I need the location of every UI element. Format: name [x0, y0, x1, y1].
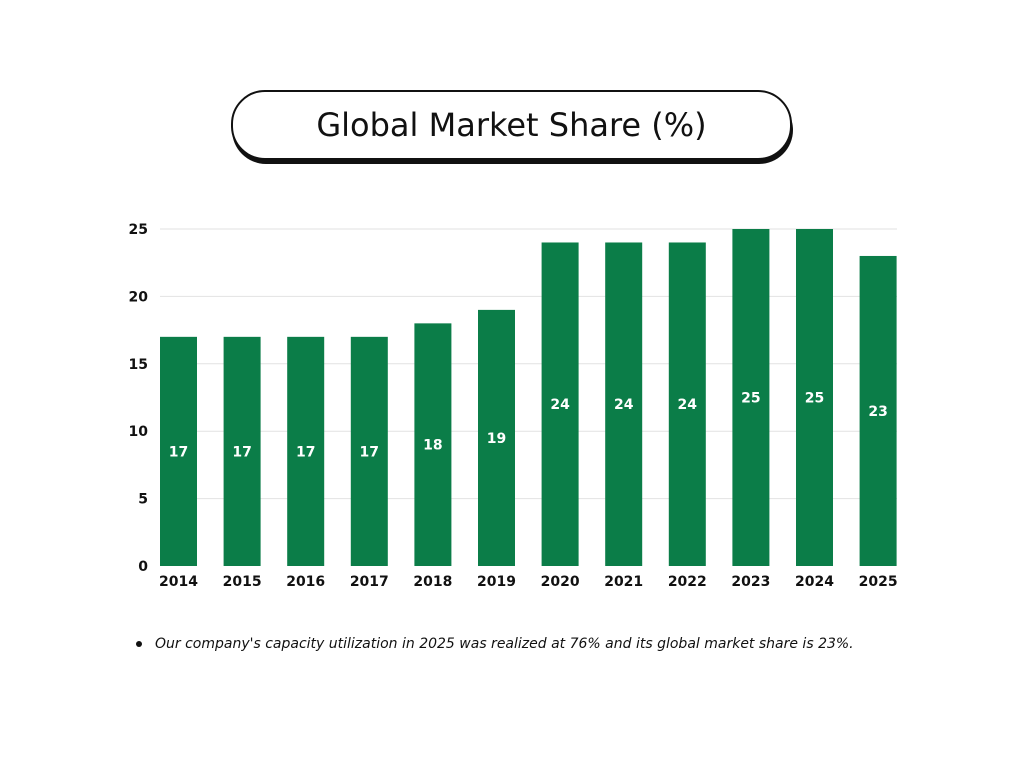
- data-label: 23: [868, 404, 887, 420]
- bar-2019: [478, 309, 515, 566]
- data-label: 18: [423, 438, 442, 454]
- x-tick-label: 2017: [350, 574, 389, 590]
- data-label: 17: [360, 444, 379, 460]
- x-tick-label: 2019: [477, 574, 516, 590]
- bullet-icon: [136, 641, 142, 647]
- x-tick-label: 2022: [668, 574, 707, 590]
- gridlines: [160, 228, 897, 500]
- bar-2014: [160, 336, 197, 566]
- x-axis-ticks: 2014 2015 2016 2017 2018 2019 2020 2021 2022 2023…: [159, 574, 898, 590]
- data-label: 19: [487, 431, 506, 447]
- title-pill: Global Market Share (%): [231, 90, 792, 160]
- bar-2022: [668, 242, 706, 567]
- bar-2020: [541, 242, 579, 567]
- y-tick-label: 0: [138, 559, 148, 575]
- data-label: 17: [296, 444, 315, 460]
- x-tick-label: 2015: [223, 574, 262, 590]
- x-tick-label: 2024: [795, 574, 834, 590]
- data-label: 25: [805, 391, 824, 407]
- bar-2023: [732, 229, 770, 566]
- y-tick-label: 10: [129, 424, 149, 440]
- x-tick-label: 2016: [286, 574, 325, 590]
- data-label: 24: [678, 397, 698, 413]
- data-label: 24: [614, 397, 634, 413]
- bars: [160, 229, 897, 567]
- data-label: 17: [169, 444, 188, 460]
- chart-title: Global Market Share (%): [316, 106, 707, 144]
- x-tick-label: 2020: [541, 574, 580, 590]
- bar-2021: [605, 242, 643, 567]
- y-tick-label: 25: [129, 222, 148, 238]
- x-tick-label: 2025: [859, 574, 898, 590]
- y-tick-label: 15: [129, 357, 148, 373]
- bar-2025: [859, 255, 897, 566]
- footnote: Our company's capacity utilization in 20…: [136, 636, 854, 652]
- data-label: 17: [232, 444, 251, 460]
- bar-2017: [350, 336, 388, 566]
- bar-2018: [414, 323, 452, 566]
- x-tick-label: 2018: [413, 574, 452, 590]
- footnote-text: Our company's capacity utilization in 20…: [155, 636, 854, 652]
- x-tick-label: 2023: [731, 574, 770, 590]
- data-label: 24: [550, 397, 570, 413]
- bar-2024: [796, 229, 833, 566]
- data-labels: 17 17 17 17 18 19 24 24 24 25 25 23: [169, 391, 888, 461]
- x-tick-label: 2014: [159, 574, 198, 590]
- bar-2015: [223, 336, 261, 566]
- x-tick-label: 2021: [604, 574, 643, 590]
- bar-2016: [287, 336, 325, 566]
- y-axis-ticks: 0 5 10 15 20 25: [129, 222, 149, 575]
- data-label: 25: [741, 391, 760, 407]
- y-tick-label: 5: [138, 492, 148, 508]
- y-tick-label: 20: [129, 289, 149, 305]
